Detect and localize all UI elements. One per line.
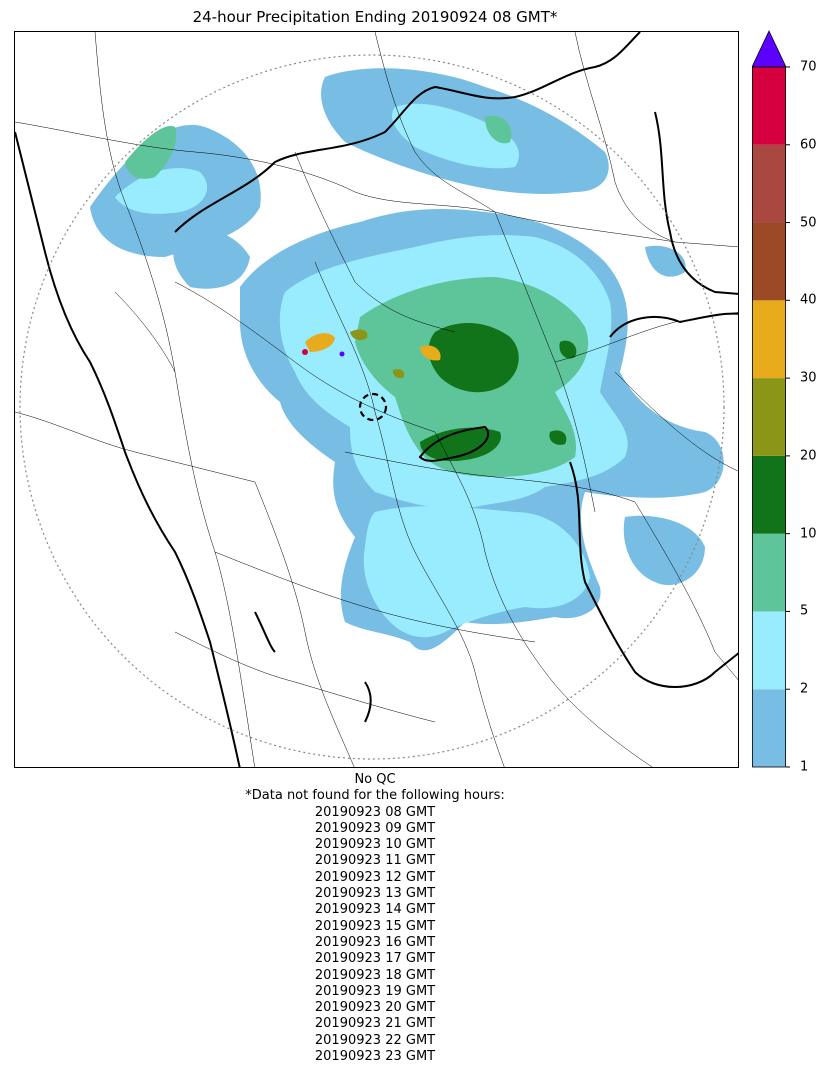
- colorbar-tick-label: 1: [800, 759, 809, 775]
- colorbar-bin: [752, 533, 786, 612]
- missing-hour-item: 20190923 23 GMT: [314, 1049, 436, 1065]
- missing-hour-item: 20190923 12 GMT: [314, 869, 436, 885]
- missing-data-header: *Data not found for the following hours:: [245, 788, 505, 804]
- colorbar-bin: [752, 689, 786, 767]
- colorbar-tick-label: 60: [800, 137, 817, 153]
- missing-hour-item: 20190923 15 GMT: [314, 918, 436, 934]
- colorbar-bin: [752, 67, 786, 145]
- colorbar-tick-label: 50: [800, 215, 817, 231]
- radar-range-circle: [19, 54, 725, 760]
- colorbar-outline: [752, 66, 786, 768]
- district-boundaries: [15, 32, 738, 767]
- colorbar-bin: [752, 144, 786, 223]
- missing-hour-list: 20190923 08 GMT 20190923 09 GMT 20190923 1…: [0, 805, 750, 1066]
- colorbar-bin: [752, 611, 786, 690]
- missing-hour-item: 20190923 14 GMT: [314, 902, 436, 918]
- colorbar-bin: [752, 455, 786, 534]
- notes-block: No QC *Data not found for the following …: [0, 772, 750, 1065]
- colorbar-tick-label: 5: [800, 603, 809, 619]
- missing-hour-item: 20190923 19 GMT: [314, 983, 436, 999]
- missing-hour-item: 20190923 16 GMT: [314, 934, 436, 950]
- map-title: 24-hour Precipitation Ending 20190924 08…: [192, 8, 558, 26]
- precip-layer-10-20: [420, 322, 577, 462]
- colorbar-tick-label: 20: [800, 448, 817, 464]
- map-canvas: [15, 32, 738, 767]
- missing-hour-item: 20190923 10 GMT: [314, 837, 436, 853]
- colorbar-tick-label: 40: [800, 292, 817, 308]
- missing-hour-item: 20190923 08 GMT: [314, 804, 436, 820]
- missing-hour-item: 20190923 18 GMT: [314, 967, 436, 983]
- precip-heavy-cells: [302, 329, 441, 379]
- colorbar-tick-label: 10: [800, 526, 817, 542]
- missing-hour-item: 20190923 21 GMT: [314, 1016, 436, 1032]
- qc-note: No QC: [354, 772, 396, 787]
- state-boundaries: [15, 32, 738, 767]
- missing-hour-item: 20190923 22 GMT: [314, 1032, 436, 1048]
- missing-hour-item: 20190923 09 GMT: [314, 820, 436, 836]
- colorbar-tick-label: 70: [800, 59, 817, 75]
- precipitation-map: [14, 31, 739, 768]
- colorbar-over-extension: [752, 30, 787, 68]
- colorbar-tick-label: 2: [800, 681, 809, 697]
- colorbar-bin: [752, 300, 786, 379]
- colorbar: [752, 30, 790, 768]
- missing-hour-item: 20190923 11 GMT: [314, 853, 436, 869]
- colorbar-bin: [752, 378, 786, 456]
- radar-site-marker: [358, 392, 388, 422]
- colorbar-bin: [752, 222, 786, 301]
- missing-hour-item: 20190923 20 GMT: [314, 1000, 436, 1016]
- missing-hour-item: 20190923 13 GMT: [314, 886, 436, 902]
- missing-hour-item: 20190923 17 GMT: [314, 951, 436, 967]
- colorbar-tick-label: 30: [800, 370, 817, 386]
